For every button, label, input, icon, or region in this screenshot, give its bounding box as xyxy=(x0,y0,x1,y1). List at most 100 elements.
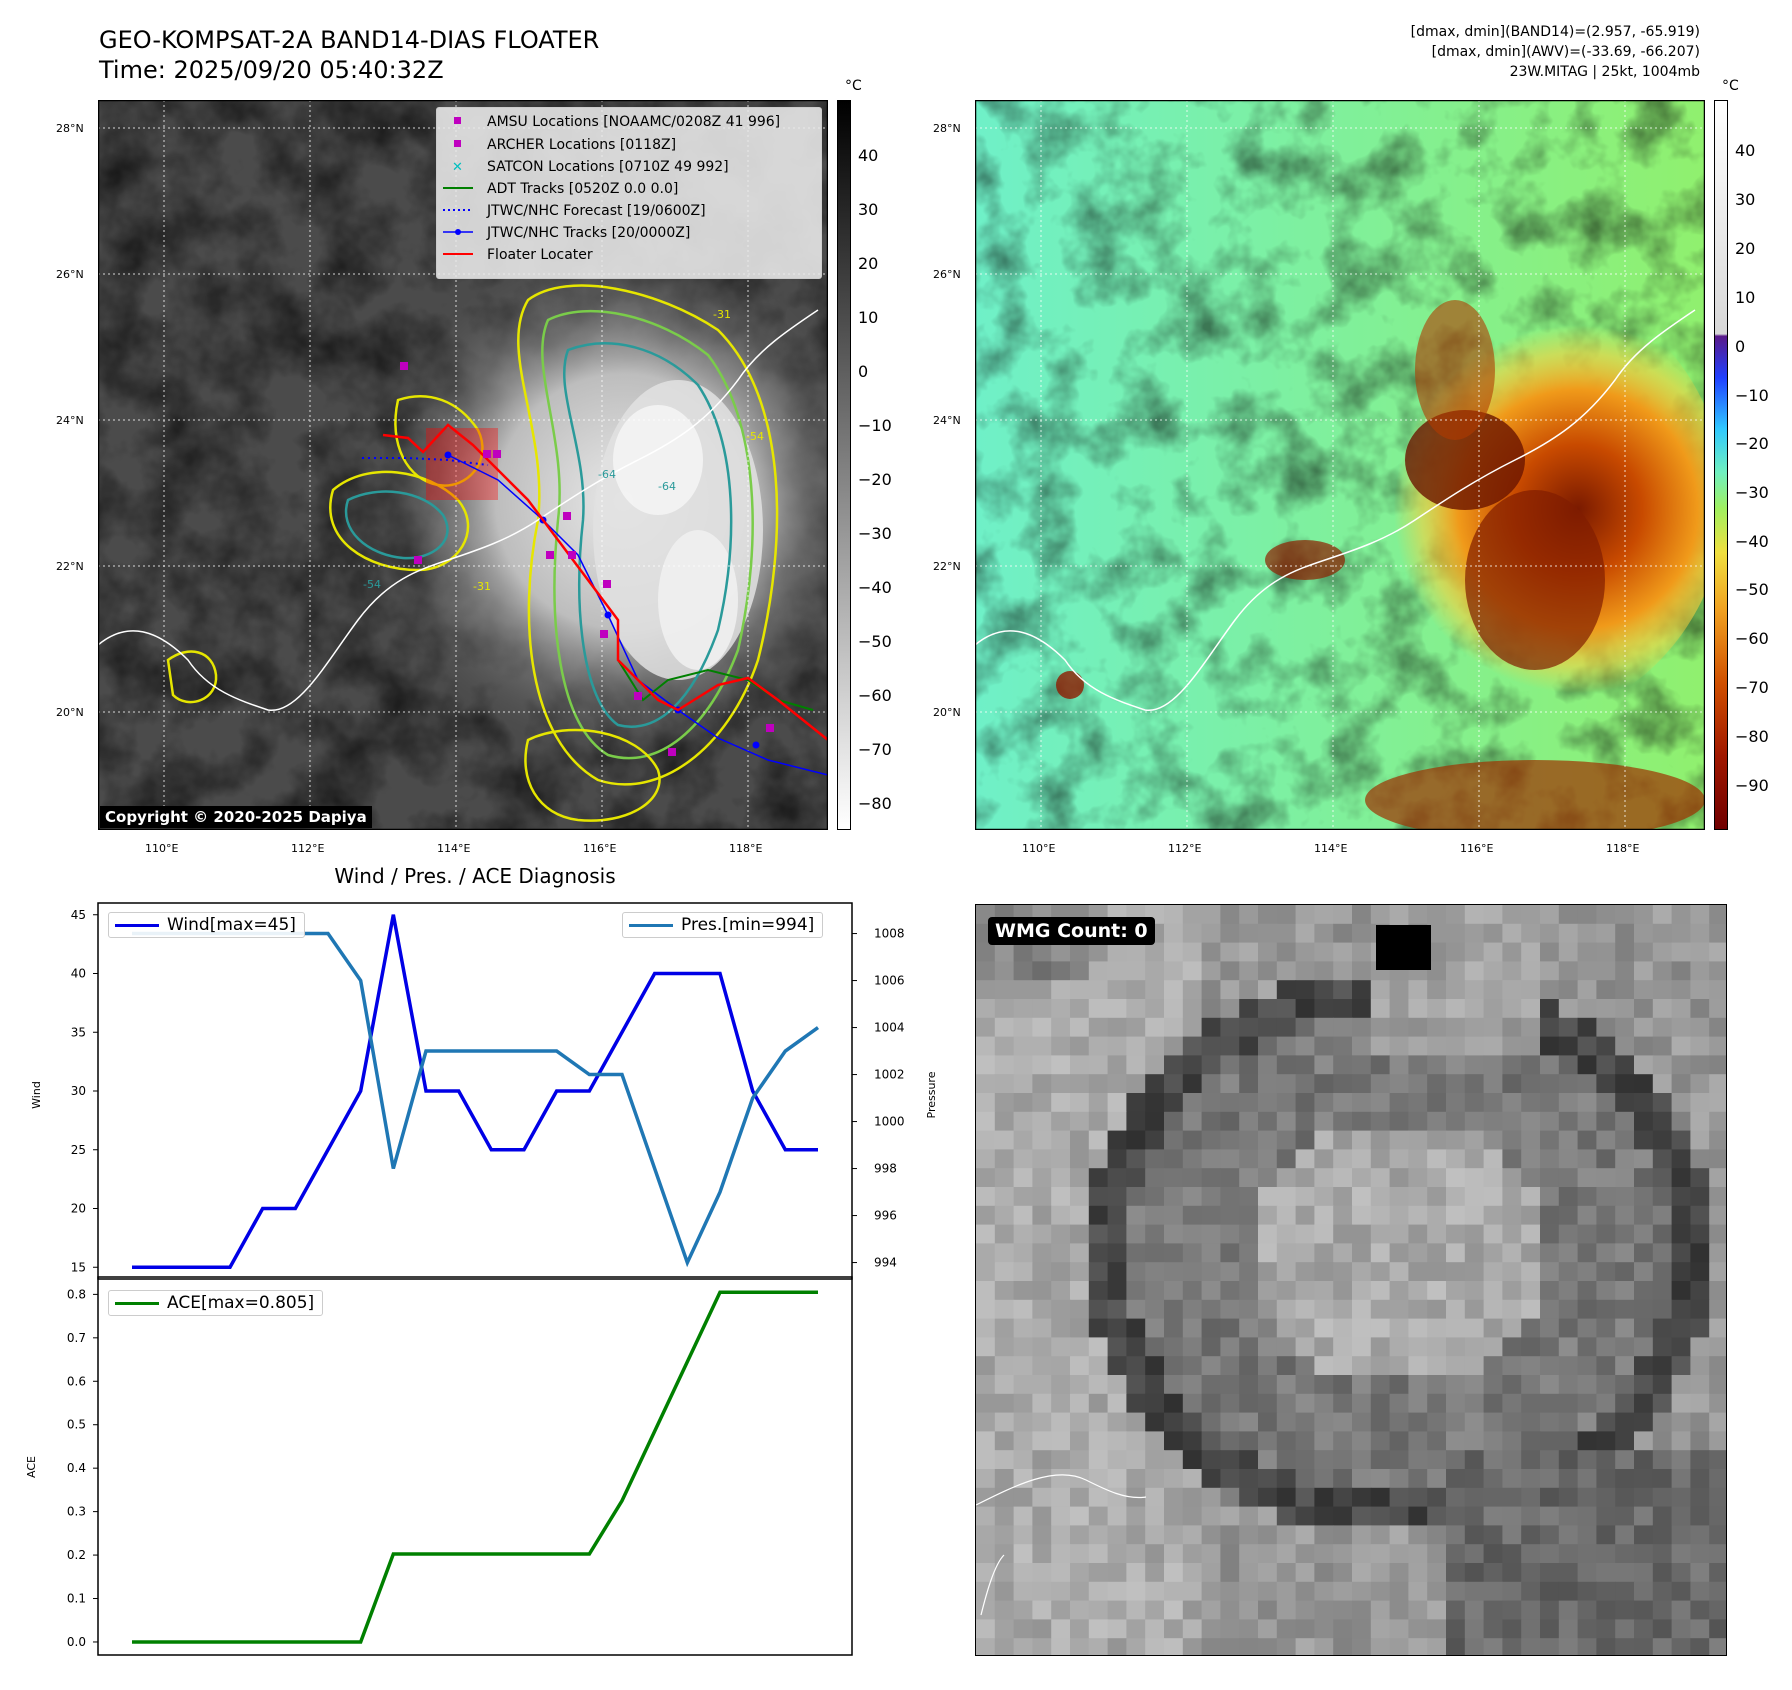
ir-map-panel: -54 -64 -31 -54 -31 -64 AMSU Locations [… xyxy=(98,100,828,830)
wind-tick-label: 25 xyxy=(71,1143,86,1157)
lon-tick: 112°E xyxy=(1168,842,1202,855)
svg-text:✕: ✕ xyxy=(452,160,463,175)
wind-legend-label: Wind[max=45] xyxy=(167,915,296,935)
cb-tick: 30 xyxy=(1735,190,1756,209)
lat-tick: 20°N xyxy=(56,706,84,719)
cb-tick: −80 xyxy=(858,794,892,813)
cb-tick: −50 xyxy=(1735,580,1769,599)
ace-chart: ACE 0.0 0.1 0.2 0.3 0.4 0.5 0.6 0.7 0.8 xyxy=(25,1276,853,1656)
ace-tick-label: 0.0 xyxy=(67,1635,86,1649)
wmg-panel: WMG Count: 0 xyxy=(975,904,1727,1656)
ace-series-line xyxy=(132,1290,818,1644)
wind-legend-swatch xyxy=(115,923,159,927)
wind-tick-label: 20 xyxy=(71,1202,86,1216)
lat-tick: 24°N xyxy=(933,414,961,427)
wind-pressure-chart: Wind Pressure 15 20 25 30 35 40 45 994 996 998 100… xyxy=(30,902,938,1280)
cb-tick: 0 xyxy=(858,362,869,381)
ace-legend-swatch xyxy=(115,1301,159,1305)
awv-gridlines xyxy=(975,100,1705,830)
cb-tick: −40 xyxy=(1735,532,1769,551)
pressure-legend-label: Pres.[min=994] xyxy=(681,915,815,935)
pressure-series-line xyxy=(132,931,820,1268)
ace-tick-label: 0.8 xyxy=(67,1287,86,1301)
info-line-3: 23W.MITAG | 25kt, 1004mb xyxy=(1509,64,1700,80)
wind-tick-label: 40 xyxy=(71,967,86,981)
cb-tick: −40 xyxy=(858,578,892,597)
info-line-2: [dmax, dmin](AWV)=(-33.69, -66.207) xyxy=(1431,44,1700,60)
contour-label: -64 xyxy=(658,480,676,493)
contour-label: -54 xyxy=(363,578,381,591)
wind-tick-label: 30 xyxy=(71,1084,86,1098)
cb-tick: −50 xyxy=(858,632,892,651)
awv-map xyxy=(975,100,1705,830)
lon-tick: 118°E xyxy=(1606,842,1640,855)
lon-tick: 112°E xyxy=(291,842,325,855)
ace-axis-label: ACE xyxy=(25,1456,38,1478)
cb-tick: −90 xyxy=(1735,776,1769,795)
contour-label: -31 xyxy=(473,580,491,593)
cb-tick: −70 xyxy=(858,740,892,759)
lat-tick: 28°N xyxy=(933,122,961,135)
cb-tick: 40 xyxy=(1735,141,1756,160)
cb-tick: 30 xyxy=(858,200,879,219)
legend-archer: ARCHER Locations [0118Z] xyxy=(487,137,676,153)
contour-label: -31 xyxy=(713,308,731,321)
pressure-tick-label: 1000 xyxy=(874,1115,905,1129)
legend-adt: ADT Tracks [0520Z 0.0 0.0] xyxy=(487,181,678,197)
legend-jtwc-forecast: JTWC/NHC Forecast [19/0600Z] xyxy=(486,203,706,219)
pressure-tick-label: 996 xyxy=(874,1209,897,1223)
storm-moisture-core xyxy=(1405,410,1525,510)
page-title: GEO-KOMPSAT-2A BAND14-DIAS FLOATER xyxy=(99,26,600,54)
cb-tick: −80 xyxy=(1735,727,1769,746)
cb-tick: 0 xyxy=(1735,337,1746,356)
cb-tick: −60 xyxy=(1735,629,1769,648)
coastline xyxy=(98,309,819,711)
cb-tick: −30 xyxy=(858,524,892,543)
cb-tick: 10 xyxy=(858,308,879,327)
jtwc-forecast-track xyxy=(362,457,489,466)
cb-tick: 20 xyxy=(858,254,879,273)
colorbar-right-unit: °C xyxy=(1722,78,1739,94)
amsu-markers xyxy=(400,362,774,756)
ace-legend-label: ACE[max=0.805] xyxy=(167,1293,315,1313)
lon-tick: 114°E xyxy=(437,842,471,855)
pressure-tick-label: 1004 xyxy=(874,1021,905,1035)
ace-tick-label: 0.1 xyxy=(67,1592,86,1606)
lon-tick: 118°E xyxy=(729,842,763,855)
wind-tick-label: 15 xyxy=(71,1260,86,1274)
cb-tick: −30 xyxy=(1735,483,1769,502)
wmg-grid xyxy=(976,905,1726,1655)
cb-tick: 40 xyxy=(858,146,879,165)
pressure-axis-label: Pressure xyxy=(925,1071,938,1118)
awv-map-panel xyxy=(975,100,1705,830)
wind-legend: Wind[max=45] xyxy=(108,912,305,938)
lon-tick: 110°E xyxy=(1022,842,1056,855)
pressure-legend: Pres.[min=994] xyxy=(622,912,824,938)
diagnosis-title: Wind / Pres. / ACE Diagnosis xyxy=(334,864,616,888)
colorbar-right xyxy=(1714,100,1728,830)
legend-amsu: AMSU Locations [NOAAMC/0208Z 41 996] xyxy=(487,114,780,130)
ace-tick-label: 0.6 xyxy=(67,1374,86,1388)
lon-tick: 110°E xyxy=(145,842,179,855)
cb-tick: 10 xyxy=(1735,288,1756,307)
cb-tick: −70 xyxy=(1735,678,1769,697)
wind-axis-label: Wind xyxy=(30,1081,43,1109)
legend-floater: Floater Locater xyxy=(487,247,593,263)
pressure-tick-label: 1008 xyxy=(874,927,905,941)
wind-tick-label: 35 xyxy=(71,1025,86,1039)
lat-tick: 26°N xyxy=(933,268,961,281)
cb-tick: 20 xyxy=(1735,239,1756,258)
floater-track xyxy=(382,423,828,741)
wmg-count-badge: WMG Count: 0 xyxy=(988,917,1155,945)
wind-tick-label: 45 xyxy=(71,908,86,922)
wmg-coastline xyxy=(976,1474,1147,1506)
cb-tick: −20 xyxy=(1735,434,1769,453)
lon-tick: 114°E xyxy=(1314,842,1348,855)
legend-satcon: SATCON Locations [0710Z 49 992] xyxy=(487,159,729,175)
lon-tick: 116°E xyxy=(583,842,617,855)
ace-tick-label: 0.2 xyxy=(67,1548,86,1562)
cb-tick: −10 xyxy=(1735,386,1769,405)
map-legend: AMSU Locations [NOAAMC/0208Z 41 996] ARC… xyxy=(436,107,822,279)
lat-tick: 28°N xyxy=(56,122,84,135)
lon-tick: 116°E xyxy=(1460,842,1494,855)
